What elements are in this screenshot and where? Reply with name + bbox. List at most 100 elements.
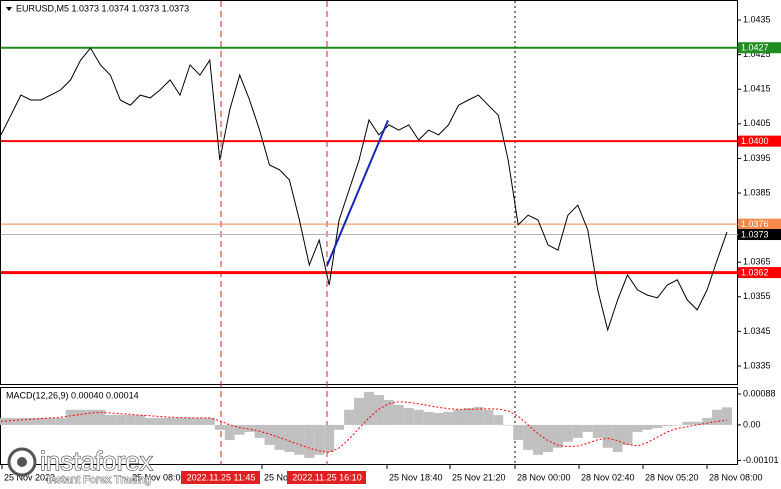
macd-bar: [25, 417, 36, 425]
x-tick-label: 25 Nov 2022: [4, 472, 55, 482]
macd-bar: [533, 424, 544, 455]
macd-bar: [75, 409, 86, 425]
macd-bar: [264, 424, 275, 445]
macd-bar: [304, 424, 315, 458]
macd-bar: [95, 409, 106, 425]
x-tick-label: 25 Nov 21:20: [452, 472, 506, 482]
y-tick-label: 1.0435: [743, 14, 771, 24]
macd-bar: [244, 424, 255, 432]
price-level-box: [738, 218, 781, 230]
logo-icon-core: [17, 457, 27, 467]
macd-bar: [105, 415, 116, 425]
trend-line: [326, 119, 389, 267]
chart-title: EURUSD,M5 1.0373 1.0374 1.0373 1.0373: [16, 3, 189, 13]
macd-bar: [224, 424, 235, 441]
y-tick-label: 1.0335: [743, 360, 771, 370]
macd-bar: [612, 424, 623, 452]
macd-bar: [552, 424, 563, 448]
price-level-label: 1.0373: [741, 229, 769, 239]
x-tick-label: 28 Nov 02:40: [581, 472, 635, 482]
macd-bar: [274, 424, 285, 450]
price-line: [0, 47, 728, 332]
macd-bar: [55, 417, 66, 425]
macd-bar: [344, 409, 355, 425]
macd-bar: [125, 415, 136, 425]
macd-bar: [15, 417, 26, 425]
price-level-box: [738, 135, 781, 147]
macd-bar: [373, 395, 384, 425]
macd-bar: [155, 417, 166, 425]
y-tick-label: 1.0355: [743, 291, 771, 301]
logo-text: instaforex: [40, 446, 153, 476]
x-tick-label: 25 Nov 08:00: [132, 472, 186, 482]
macd-bar: [473, 406, 484, 425]
logo-tagline: Instant Forex Trading: [47, 474, 151, 486]
macd-bar: [214, 424, 225, 430]
macd-bar: [463, 408, 474, 425]
macd-bar: [5, 417, 16, 425]
macd-bar: [324, 424, 335, 452]
y-tick-label: 0.00088: [743, 388, 776, 398]
macd-bar: [692, 421, 703, 425]
x-tick-label: 25 Nov: [264, 472, 293, 482]
macd-bar: [294, 424, 305, 455]
macd-title: MACD(12,26,9) 0.00040 0.00014: [6, 390, 139, 400]
macd-bar: [543, 424, 553, 452]
macd-bar: [582, 424, 593, 432]
macd-bar: [115, 415, 126, 425]
macd-bar: [413, 409, 424, 425]
macd-bar: [453, 409, 464, 425]
macd-panel-frame: [0, 387, 738, 465]
y-tick-label: 1.0425: [743, 49, 771, 59]
y-tick-label: 1.0365: [743, 257, 771, 267]
x-tick-label: 28 Nov 08:00: [709, 472, 763, 482]
macd-bar: [334, 424, 345, 430]
y-tick-label: 1.0405: [743, 118, 771, 128]
price-level-label: 1.0376: [741, 219, 769, 229]
macd-bar: [672, 424, 683, 426]
macd-bar: [712, 409, 723, 425]
macd-bar: [662, 424, 673, 426]
x-tick-label: 25 Nov 18:40: [389, 472, 443, 482]
time-marker-box: [181, 471, 260, 484]
macd-bar: [45, 417, 56, 425]
logo: instaforex Instant Forex Trading: [7, 445, 153, 486]
macd-bar: [592, 424, 603, 438]
y-tick-label: 1.0415: [743, 84, 771, 94]
main-panel-frame: [0, 0, 738, 385]
time-marker-label: 2022.11.25 11:45: [187, 472, 256, 482]
signal-line: [0, 401, 728, 453]
time-marker-label: 2022.11.25 16:10: [292, 472, 361, 482]
time-marker-box: [287, 471, 366, 484]
macd-bar: [433, 412, 444, 425]
macd-bar: [354, 397, 364, 425]
x-tick-label: 28 Nov 00:00: [517, 472, 571, 482]
price-level-box: [738, 42, 781, 54]
y-tick-label: 0.00: [743, 419, 761, 429]
macd-bar: [722, 407, 732, 425]
macd-bar: [85, 409, 96, 425]
price-level-label: 1.0400: [741, 136, 769, 146]
price-level-box: [738, 267, 781, 279]
macd-bar: [443, 411, 454, 425]
price-level-label: 1.0427: [741, 43, 769, 53]
macd-bar: [403, 408, 414, 425]
macd-bar: [393, 404, 404, 425]
macd-bar: [523, 424, 534, 450]
macd-bar: [65, 409, 76, 425]
macd-bar: [513, 424, 524, 441]
macd-bar: [145, 417, 156, 425]
y-tick-label: -0.00101: [743, 455, 779, 465]
macd-bar: [184, 417, 195, 425]
y-tick-label: 1.0385: [743, 187, 771, 197]
macd-bar: [165, 417, 176, 425]
macd-bar: [652, 424, 663, 429]
menu-arrow: [6, 7, 12, 11]
macd-bar: [204, 417, 215, 425]
macd-bar: [284, 424, 295, 452]
macd-bar: [314, 424, 325, 455]
macd-bar: [602, 424, 613, 448]
macd-bar: [682, 421, 693, 425]
macd-bar: [572, 424, 583, 438]
